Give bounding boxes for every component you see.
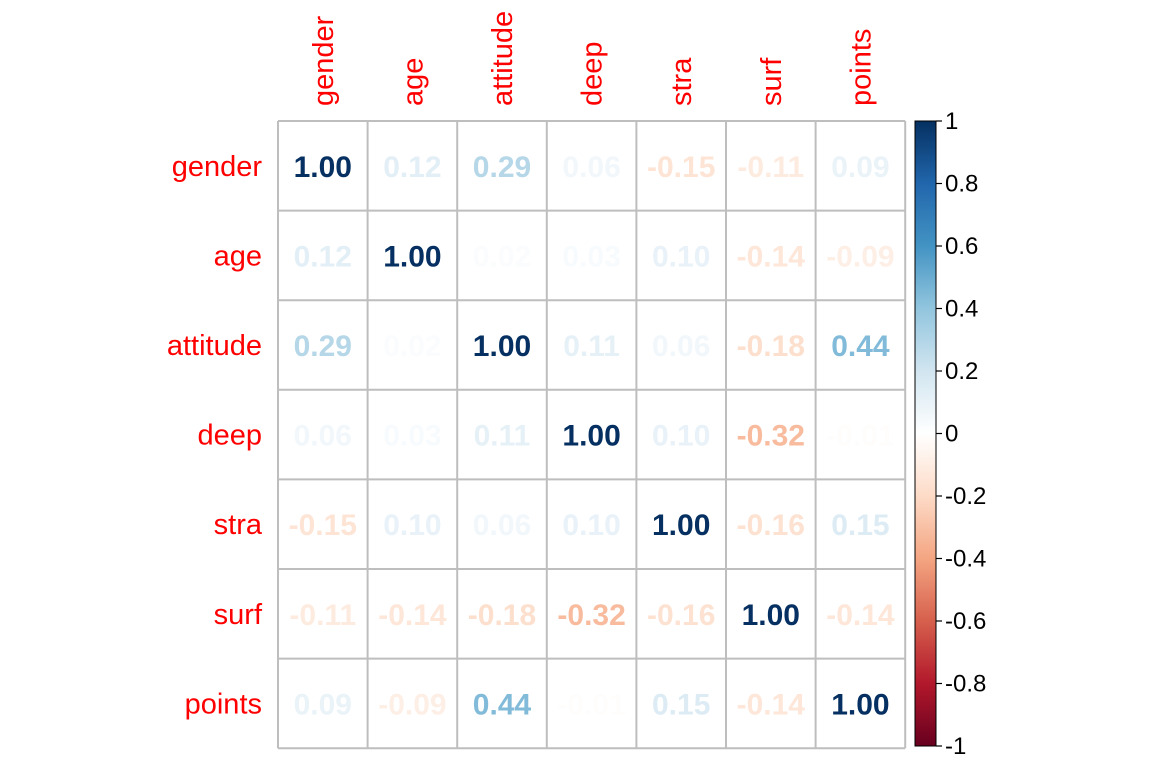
cell-value-stra-attitude: 0.06 — [473, 509, 531, 542]
cell-value-age-attitude: 0.02 — [473, 240, 531, 273]
cell-value-points-stra: 0.15 — [652, 688, 710, 721]
cell-value-deep-points: -0.01 — [826, 420, 894, 453]
cell-value-age-surf: -0.14 — [737, 240, 806, 273]
colorbar-tick-label: 1 — [945, 108, 958, 135]
cell-value-gender-points: 0.09 — [831, 151, 889, 184]
column-label-age: age — [397, 58, 429, 106]
row-label-gender: gender — [172, 151, 263, 183]
cell-value-age-stra: 0.10 — [652, 240, 710, 273]
cell-value-gender-deep: 0.06 — [562, 151, 620, 184]
cell-value-stra-points: 0.15 — [831, 509, 889, 542]
matrix-cells: 1.00 0.12 0.29 0.06 -0.15 -0.11 0.09 0.12 1.00 0.… — [289, 151, 895, 722]
cell-value-points-age: -0.09 — [378, 688, 446, 721]
row-label-surf: surf — [214, 599, 263, 631]
cell-value-surf-points: -0.14 — [826, 599, 895, 632]
cell-value-surf-attitude: -0.18 — [468, 599, 536, 632]
cell-value-deep-gender: 0.06 — [294, 420, 352, 453]
cell-value-attitude-surf: -0.18 — [737, 330, 805, 363]
cell-value-attitude-deep: 0.11 — [563, 330, 620, 363]
row-label-attitude: attitude — [167, 330, 262, 362]
cell-value-deep-surf: -0.32 — [737, 420, 805, 453]
cell-value-gender-surf: -0.11 — [737, 151, 804, 184]
row-label-points: points — [185, 688, 262, 720]
column-labels: gender age attitude deep stra surf points — [308, 11, 878, 106]
colorbar-tick-label: -0.4 — [945, 546, 986, 573]
colorbar-tick-label: -0.6 — [945, 608, 986, 635]
cell-value-deep-deep: 1.00 — [562, 420, 620, 453]
row-labels: gender age attitude deep stra surf points — [167, 151, 263, 721]
cell-value-points-points: 1.00 — [831, 688, 889, 721]
colorbar-tick-label: 0.6 — [945, 233, 978, 260]
cell-value-deep-attitude: 0.11 — [474, 420, 531, 453]
cell-value-age-gender: 0.12 — [294, 240, 352, 273]
colorbar-tick-label: -1 — [945, 733, 966, 760]
colorbar-tick-label: 0.2 — [945, 358, 978, 385]
column-label-deep: deep — [577, 41, 609, 106]
cell-value-gender-gender: 1.00 — [294, 151, 352, 184]
cell-value-surf-gender: -0.11 — [289, 599, 356, 632]
column-label-points: points — [845, 29, 877, 106]
cell-value-points-surf: -0.14 — [737, 688, 806, 721]
cell-value-stra-surf: -0.16 — [737, 509, 805, 542]
cell-value-surf-surf: 1.00 — [742, 599, 800, 632]
cell-value-surf-age: -0.14 — [378, 599, 447, 632]
cell-value-age-points: -0.09 — [826, 240, 894, 273]
cell-value-attitude-attitude: 1.00 — [473, 330, 531, 363]
cell-value-points-attitude: 0.44 — [473, 688, 532, 721]
row-label-stra: stra — [214, 509, 263, 541]
cell-value-gender-attitude: 0.29 — [473, 151, 531, 184]
cell-value-surf-deep: -0.32 — [557, 599, 625, 632]
colorbar-gradient — [914, 120, 937, 747]
colorbar-tick-label: -0.8 — [945, 671, 986, 698]
cell-value-stra-stra: 1.00 — [652, 509, 710, 542]
cell-value-stra-age: 0.10 — [383, 509, 441, 542]
cell-value-deep-stra: 0.10 — [652, 420, 710, 453]
row-label-age: age — [214, 240, 262, 272]
cell-value-age-age: 1.00 — [383, 240, 441, 273]
colorbar-tick-label: -0.2 — [945, 483, 986, 510]
column-label-gender: gender — [308, 15, 340, 106]
colorbar-tick-label: 0.8 — [945, 171, 978, 198]
cell-value-surf-stra: -0.16 — [647, 599, 715, 632]
colorbar-tick-label: 0 — [945, 421, 958, 448]
colorbar: 1 0.8 0.6 0.4 0.2 0 -0.2 -0.4 -0.6 -0.8 -1 — [914, 108, 986, 760]
cell-value-stra-gender: -0.15 — [289, 509, 357, 542]
cell-value-deep-age: 0.03 — [383, 420, 441, 453]
cell-value-attitude-age: 0.02 — [383, 330, 441, 363]
cell-value-attitude-points: 0.44 — [831, 330, 890, 363]
cell-value-points-deep: -0.01 — [557, 688, 625, 721]
column-label-surf: surf — [756, 57, 788, 106]
cell-value-gender-age: 0.12 — [383, 151, 441, 184]
cell-value-attitude-gender: 0.29 — [294, 330, 352, 363]
column-label-stra: stra — [666, 57, 698, 106]
cell-value-points-gender: 0.09 — [294, 688, 352, 721]
matrix-grid — [277, 120, 907, 750]
cell-value-gender-stra: -0.15 — [647, 151, 715, 184]
colorbar-tick-label: 0.4 — [945, 296, 978, 323]
cell-value-stra-deep: 0.10 — [562, 509, 620, 542]
column-label-attitude: attitude — [487, 11, 519, 106]
cell-value-attitude-stra: 0.06 — [652, 330, 710, 363]
cell-value-age-deep: 0.03 — [562, 240, 620, 273]
row-label-deep: deep — [197, 420, 262, 452]
